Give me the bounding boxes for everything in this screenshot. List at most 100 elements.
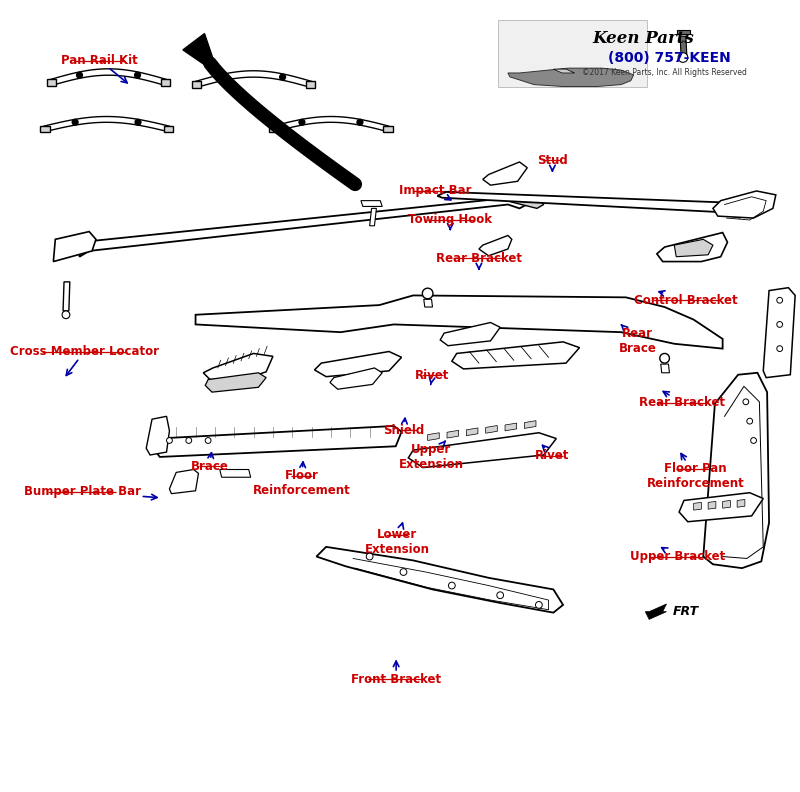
Polygon shape [703,373,769,568]
Polygon shape [447,430,458,438]
Circle shape [135,120,141,125]
Polygon shape [269,126,278,132]
Polygon shape [40,126,50,132]
Circle shape [422,288,433,299]
Text: Towing Hook: Towing Hook [408,213,492,230]
Text: Control Bracket: Control Bracket [634,291,738,307]
Text: Floor
Reinforcement: Floor Reinforcement [253,462,350,497]
Polygon shape [164,126,174,132]
Polygon shape [314,352,402,377]
Polygon shape [452,342,579,369]
Polygon shape [273,116,389,132]
Polygon shape [486,425,498,433]
Polygon shape [694,502,702,510]
Circle shape [366,553,373,560]
Polygon shape [524,421,536,428]
Polygon shape [679,493,763,522]
Polygon shape [482,162,527,185]
Polygon shape [370,208,376,226]
Text: Pan Rail Kit: Pan Rail Kit [62,54,138,83]
Polygon shape [680,36,687,55]
Text: Upper
Extension: Upper Extension [398,441,463,471]
Polygon shape [79,196,534,257]
Text: Lower
Extension: Lower Extension [365,523,430,555]
Polygon shape [554,69,574,73]
Polygon shape [735,211,755,215]
Polygon shape [713,191,776,218]
Polygon shape [195,295,722,348]
Circle shape [299,120,305,125]
Text: ©2017 Keen Parts, Inc. All Rights Reserved: ©2017 Keen Parts, Inc. All Rights Reserv… [582,68,747,78]
Text: Keen Parts: Keen Parts [593,29,694,47]
Polygon shape [440,322,500,346]
Circle shape [777,346,782,352]
Polygon shape [192,82,202,88]
Polygon shape [424,299,433,307]
Polygon shape [306,82,315,88]
Text: Floor Pan
Reinforcement: Floor Pan Reinforcement [646,454,745,490]
Polygon shape [722,501,730,508]
Text: Rear
Brace: Rear Brace [618,325,657,355]
Text: Rear Bracket: Rear Bracket [639,391,726,409]
Circle shape [166,438,172,444]
Polygon shape [63,282,70,311]
Polygon shape [721,207,744,218]
Circle shape [660,353,670,363]
Text: Upper Bracket: Upper Bracket [630,547,726,563]
Polygon shape [146,417,170,455]
Text: FRT: FRT [672,605,698,619]
Polygon shape [170,470,198,493]
Polygon shape [708,501,716,509]
Polygon shape [152,426,402,457]
Polygon shape [661,364,670,373]
Circle shape [777,297,782,303]
Circle shape [222,74,227,80]
Circle shape [777,322,782,327]
Text: Rear Bracket: Rear Bracket [436,252,522,268]
Polygon shape [54,231,96,261]
Polygon shape [46,79,56,86]
Circle shape [72,120,78,125]
Text: Rivet: Rivet [415,369,450,385]
Polygon shape [183,33,218,74]
Polygon shape [510,199,544,208]
Text: Front Bracket: Front Bracket [351,661,441,686]
Circle shape [280,74,286,80]
Polygon shape [220,470,250,478]
Circle shape [134,72,141,78]
Circle shape [400,569,407,576]
Circle shape [62,311,70,318]
Polygon shape [763,287,795,378]
Text: Cross Member Locator: Cross Member Locator [10,345,159,375]
Polygon shape [505,423,517,431]
Circle shape [206,438,211,444]
Text: Bumper Plate Bar: Bumper Plate Bar [23,485,157,500]
Text: Stud: Stud [537,154,568,171]
Circle shape [678,53,688,63]
Circle shape [357,120,363,125]
FancyBboxPatch shape [498,20,647,86]
Circle shape [449,582,455,589]
Circle shape [497,592,503,599]
Polygon shape [508,68,634,86]
Circle shape [186,438,192,444]
Polygon shape [161,79,170,86]
Polygon shape [479,235,512,256]
Text: (800) 757-KEEN: (800) 757-KEEN [608,51,731,64]
Polygon shape [438,192,732,212]
Circle shape [535,601,542,608]
Polygon shape [737,500,745,507]
Circle shape [743,399,749,405]
Polygon shape [44,116,170,132]
Text: Rivet: Rivet [535,445,570,463]
Polygon shape [677,30,690,34]
Polygon shape [383,126,393,132]
Polygon shape [330,368,382,389]
Text: Brace: Brace [190,453,229,473]
Polygon shape [466,428,478,436]
Circle shape [747,418,753,424]
Polygon shape [408,432,556,467]
Text: Impact Bar: Impact Bar [398,185,471,200]
Polygon shape [50,69,166,86]
Polygon shape [317,546,563,613]
